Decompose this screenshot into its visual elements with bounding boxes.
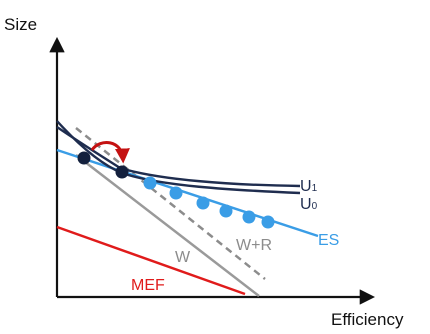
- tangency-point-new: [115, 165, 129, 179]
- es-point: [219, 204, 233, 218]
- u0-label: U0: [300, 196, 318, 213]
- mef-label: MEF: [131, 277, 165, 294]
- tangency-point-initial: [77, 151, 91, 165]
- u1-curve: [56, 126, 301, 188]
- u0-label-main: U: [300, 196, 312, 213]
- u0-label-sub: 0: [312, 201, 318, 212]
- y-axis-label: Size: [4, 15, 37, 34]
- tangency-points: [77, 151, 129, 179]
- u1-label: U1: [300, 178, 318, 195]
- es-label: ES: [318, 232, 339, 249]
- mef-line: [56, 225, 246, 296]
- w-line: [75, 154, 260, 297]
- u0-curve: [56, 120, 301, 195]
- axes: [49, 36, 376, 305]
- shift-arrow: [90, 141, 130, 164]
- es-point: [143, 176, 157, 190]
- es-point: [196, 196, 210, 210]
- w-plus-r-line: [75, 127, 266, 280]
- es-point: [169, 186, 183, 200]
- es-point: [242, 210, 256, 224]
- u1-label-main: U: [300, 178, 312, 195]
- es-points: [143, 176, 275, 229]
- u1-label-sub: 1: [312, 183, 318, 194]
- w-plus-r-label: W+R: [236, 237, 272, 254]
- es-point: [261, 215, 275, 229]
- x-axis-label: Efficiency: [331, 310, 404, 329]
- es-line: [56, 148, 319, 238]
- w-label: W: [175, 249, 191, 266]
